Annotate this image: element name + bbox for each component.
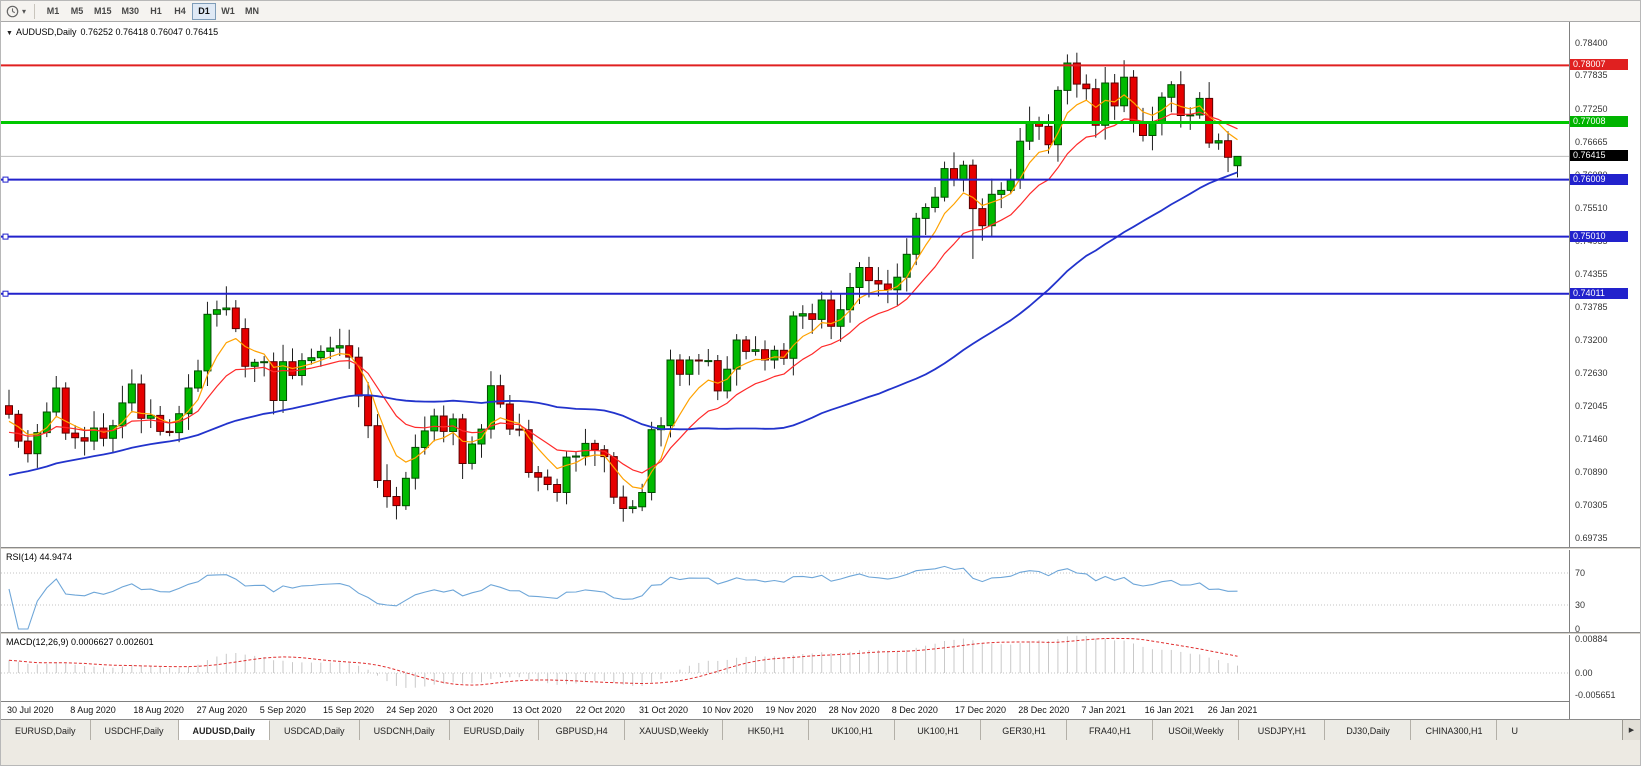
chart-tab-xauusd-weekly[interactable]: XAUUSD,Weekly [625, 720, 724, 740]
date-label: 8 Aug 2020 [70, 705, 116, 715]
chart-tab-u[interactable]: U [1497, 720, 1640, 740]
chart-tab-usdchf-daily[interactable]: USDCHF,Daily [90, 720, 179, 740]
ma-slow-blue [8, 171, 1238, 476]
bid-price-tag: 0.76415 [1570, 150, 1628, 162]
price-axis-label: 0.72045 [1575, 401, 1608, 411]
timeframe-buttons: M1 M5 M15 M30 H1 H4 D1 W1 MN [41, 2, 264, 20]
timeframe-button-m15[interactable]: M15 [94, 6, 112, 16]
date-label: 28 Dec 2020 [1018, 705, 1070, 715]
date-label: 28 Nov 2020 [828, 705, 880, 715]
date-label: 30 Jul 2020 [7, 705, 54, 715]
price-axis-label: 0.75510 [1575, 203, 1608, 214]
price-axis-label: 0.74355 [1575, 269, 1608, 280]
ohlc-quote: 0.76252 0.76418 0.76047 0.76415 [80, 27, 219, 37]
macd-axis-label: 0.00884 [1575, 634, 1608, 644]
date-label: 24 Sep 2020 [386, 705, 438, 715]
chart-tab-hk50-h1[interactable]: HK50,H1 [723, 720, 810, 740]
chart-tab-usdcad-daily[interactable]: USDCAD,Daily [270, 720, 360, 740]
ma-fast-orange [8, 94, 1238, 490]
rsi-axis-label: 70 [1575, 568, 1586, 578]
timeframe-button-m30[interactable]: M30 [121, 6, 140, 16]
chart-tab-eurusd-daily[interactable]: EURUSD,Daily [1, 720, 91, 740]
pane-separator-rsi[interactable] [1, 547, 1640, 550]
timeframe-toolbar: ▾ M1 M5 M15 M30 H1 H4 D1 W1 MN [1, 1, 1640, 22]
timeframe-button-mn[interactable]: MN [245, 6, 260, 16]
price-axis-label: 0.73785 [1575, 301, 1608, 312]
date-label: 26 Jan 2021 [1207, 705, 1258, 715]
caret-down-icon[interactable]: ▾ [22, 6, 27, 16]
level-price-tag: 0.74011 [1570, 287, 1628, 299]
date-label: 7 Jan 2021 [1081, 705, 1126, 715]
toolbar-separator [34, 3, 36, 19]
chart-canvas[interactable] [1, 22, 1569, 701]
macd-indicator-label: MACD(12,26,9) 0.0006627 0.002601 [6, 637, 154, 647]
date-label: 13 Oct 2020 [512, 705, 562, 715]
date-label: 10 Nov 2020 [702, 705, 754, 715]
chart-tab-usdcnh-daily[interactable]: USDCNH,Daily [359, 720, 450, 740]
price-axis-label: 0.78400 [1575, 37, 1608, 48]
rsi-line [8, 565, 1238, 630]
rsi-indicator-label: RSI(14) 44.9474 [6, 552, 73, 562]
date-label: 27 Aug 2020 [196, 705, 248, 715]
date-axis: 30 Jul 2020 8 Aug 2020 18 Aug 2020 27 Aug 2… [1, 701, 1640, 719]
date-label: 31 Oct 2020 [639, 705, 689, 715]
price-axis-label: 0.76665 [1575, 137, 1608, 148]
tab-scroll-right-icon[interactable]: ▶ [1622, 719, 1640, 740]
date-label: 22 Oct 2020 [575, 705, 625, 715]
timeframe-button-h1[interactable]: H1 [150, 6, 162, 16]
timeframe-button-h4[interactable]: H4 [174, 6, 186, 16]
macd-signal-line [8, 637, 1238, 686]
rsi-axis-label: 30 [1575, 600, 1586, 610]
timeframe-button-d1[interactable]: D1 [192, 2, 217, 20]
macd-axis-label: -0.005651 [1575, 689, 1616, 700]
chart-tab-uk100-h1[interactable]: UK100,H1 [809, 720, 896, 740]
price-axis-label: 0.70890 [1575, 466, 1608, 477]
price-axis-label: 0.72630 [1575, 367, 1608, 378]
chart-tab-eurusd-daily[interactable]: EURUSD,Daily [449, 720, 540, 740]
chart-tab-gbpusd-h4[interactable]: GBPUSD,H4 [539, 720, 626, 740]
price-axis-label: 0.71460 [1575, 434, 1608, 445]
price-axis-label: 0.70305 [1575, 500, 1608, 511]
bottom-filler [1, 740, 1640, 765]
price-axis-label: 0.77835 [1575, 70, 1608, 81]
level-price-tag: 0.76009 [1570, 173, 1628, 185]
chart-tab-usoil-weekly[interactable]: USOil,Weekly [1153, 720, 1240, 740]
price-axis: 0.784000.778350.772500.766650.760800.755… [1569, 22, 1640, 719]
date-label: 3 Oct 2020 [449, 705, 494, 715]
macd-axis-label: 0.00 [1575, 668, 1593, 678]
pane-separator-macd[interactable] [1, 632, 1640, 635]
support-price-tag: 0.77008 [1570, 116, 1628, 128]
symbol-label: AUDUSD,Daily [15, 27, 77, 37]
chart-tab-uk100-h1[interactable]: UK100,H1 [895, 720, 982, 740]
date-label: 19 Nov 2020 [765, 705, 817, 715]
chart-tabs: EURUSD,Daily USDCHF,Daily AUDUSD,Daily USDC… [1, 719, 1640, 740]
chart-tab-ger30-h1[interactable]: GER30,H1 [981, 720, 1068, 740]
ma-medium-red [8, 111, 1238, 474]
price-axis-label: 0.77250 [1575, 103, 1608, 114]
price-axis-label: 0.73200 [1575, 335, 1608, 346]
window-icon: ▼ [6, 30, 13, 37]
chart-tab-usdjpy-h1[interactable]: USDJPY,H1 [1239, 720, 1326, 740]
chart-tab-fra40-h1[interactable]: FRA40,H1 [1067, 720, 1154, 740]
chart-tab-china300-h1[interactable]: CHINA300,H1 [1411, 720, 1498, 740]
timeframe-button-w1[interactable]: W1 [221, 6, 235, 16]
level-price-tag: 0.75010 [1570, 230, 1628, 242]
date-label: 16 Jan 2021 [1144, 705, 1195, 715]
date-label: 18 Aug 2020 [133, 705, 184, 715]
chart-tab-audusd-daily[interactable]: AUDUSD,Daily [178, 720, 271, 740]
date-label: 17 Dec 2020 [955, 705, 1007, 715]
price-axis-label: 0.69735 [1575, 532, 1608, 543]
chart-tab-dj30-daily[interactable]: DJ30,Daily [1325, 720, 1412, 740]
date-label: 8 Dec 2020 [891, 705, 938, 715]
date-label: 5 Sep 2020 [259, 705, 306, 715]
timeframe-button-m1[interactable]: M1 [46, 6, 60, 16]
chart-title: ▼ AUDUSD,Daily 0.76252 0.76418 0.76047 0.7… [6, 27, 222, 37]
rsi-axis-label: 0 [1575, 624, 1581, 634]
date-label: 15 Sep 2020 [323, 705, 375, 715]
timeframe-button-m5[interactable]: M5 [70, 6, 84, 16]
period-clock-icon[interactable] [4, 3, 20, 19]
resistance-price-tag: 0.78007 [1570, 59, 1628, 71]
